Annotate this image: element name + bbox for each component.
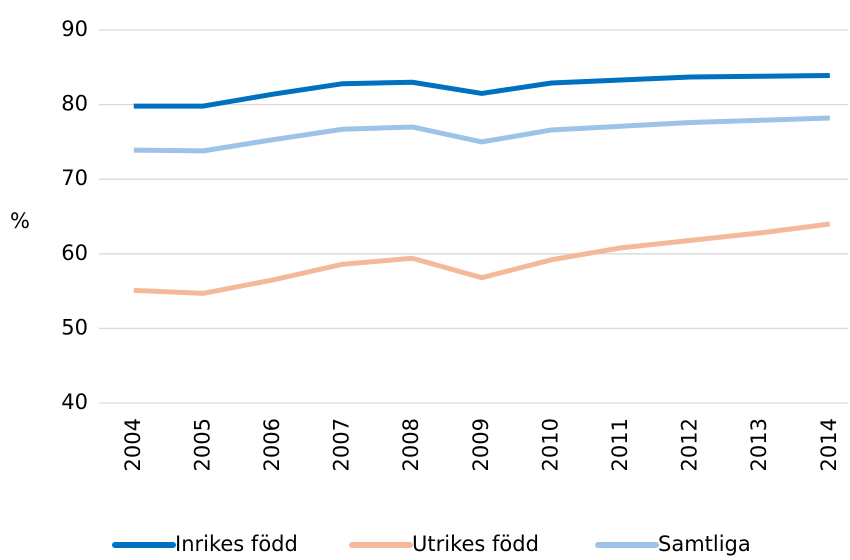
x-tick-label: 2013: [747, 418, 771, 471]
x-tick-label: 2011: [608, 418, 632, 471]
x-tick-label: 2010: [538, 418, 562, 471]
x-tick-label: 2008: [399, 418, 423, 471]
y-tick-label: 60: [61, 241, 88, 265]
line-series: [133, 115, 830, 154]
legend-label: Utrikes född: [412, 532, 539, 556]
y-tick-label: 80: [61, 92, 88, 116]
legend-label: Inrikes född: [175, 532, 298, 556]
x-tick-label: 2007: [330, 418, 354, 471]
y-tick-label: 90: [61, 17, 88, 41]
x-tick-label: 2006: [260, 418, 284, 471]
legend-label: Samtliga: [658, 532, 751, 556]
line-series: [133, 73, 830, 109]
y-tick-label: 70: [61, 166, 88, 190]
y-tick-label: 50: [61, 315, 88, 339]
y-tick-label: 40: [61, 390, 88, 414]
line-series: [133, 221, 831, 296]
x-tick-label: 2004: [121, 418, 145, 471]
x-tick-label: 2012: [678, 418, 702, 471]
x-tick-label: 2005: [190, 418, 214, 471]
x-tick-label: 2009: [469, 418, 493, 471]
y-axis-title: %: [10, 209, 30, 233]
x-tick-label: 2014: [817, 418, 841, 471]
